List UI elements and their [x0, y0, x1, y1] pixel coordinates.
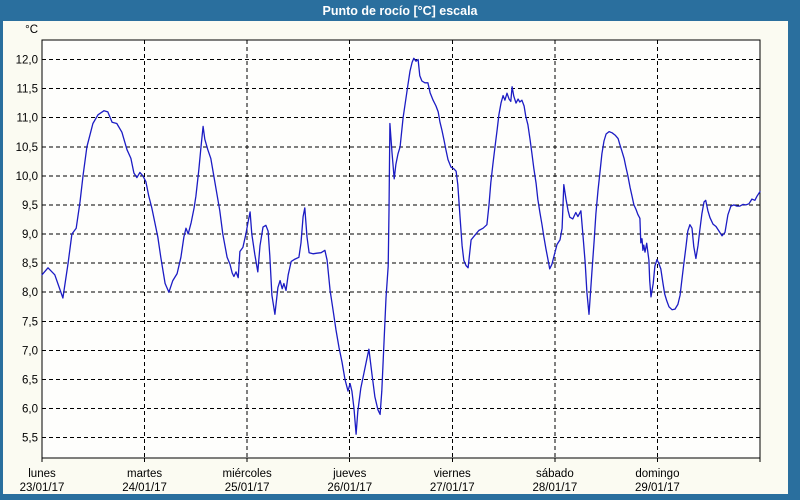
x-day-label: martes	[127, 468, 162, 480]
series-line	[41, 57, 761, 435]
x-day-label: lunes	[28, 468, 56, 480]
y-axis-unit-label: °C	[25, 24, 38, 36]
x-date-label: 25/01/17	[225, 482, 270, 494]
y-tick-label: 11,5	[16, 84, 38, 96]
y-tick-label: 12,0	[16, 55, 38, 67]
x-day-label: miércoles	[223, 468, 272, 480]
y-tick-label: 11,0	[16, 113, 38, 125]
x-day-label: jueves	[332, 468, 366, 480]
x-date-label: 23/01/17	[20, 482, 65, 494]
x-date-label: 24/01/17	[122, 482, 167, 494]
y-tick-label: 5,5	[22, 433, 38, 445]
title-bar: Punto de rocío [°C] escala	[0, 0, 800, 21]
y-tick-label: 8,5	[22, 258, 38, 270]
window-border-bottom	[0, 494, 800, 500]
window-border-right	[788, 0, 800, 500]
y-tick-label: 7,5	[22, 316, 38, 328]
y-tick-label: 9,0	[22, 229, 38, 241]
x-day-label: viernes	[434, 468, 471, 480]
y-tick-label: 10,5	[16, 142, 38, 154]
y-tick-label: 8,0	[22, 287, 38, 299]
window-border-left	[0, 0, 3, 500]
plot-area	[41, 39, 761, 459]
x-day-label: domingo	[635, 468, 679, 480]
y-tick-label: 6,0	[22, 404, 38, 416]
x-date-label: 27/01/17	[430, 482, 475, 494]
x-date-label: 29/01/17	[635, 482, 680, 494]
y-tick-label: 6,5	[22, 374, 38, 386]
x-date-label: 26/01/17	[327, 482, 372, 494]
x-date-label: 28/01/17	[532, 482, 577, 494]
y-tick-label: 9,5	[22, 200, 38, 212]
page-title: Punto de rocío [°C] escala	[322, 3, 478, 18]
y-tick-label: 7,0	[22, 345, 38, 357]
y-tick-label: 10,0	[16, 171, 38, 183]
x-day-label: sábado	[536, 468, 574, 480]
